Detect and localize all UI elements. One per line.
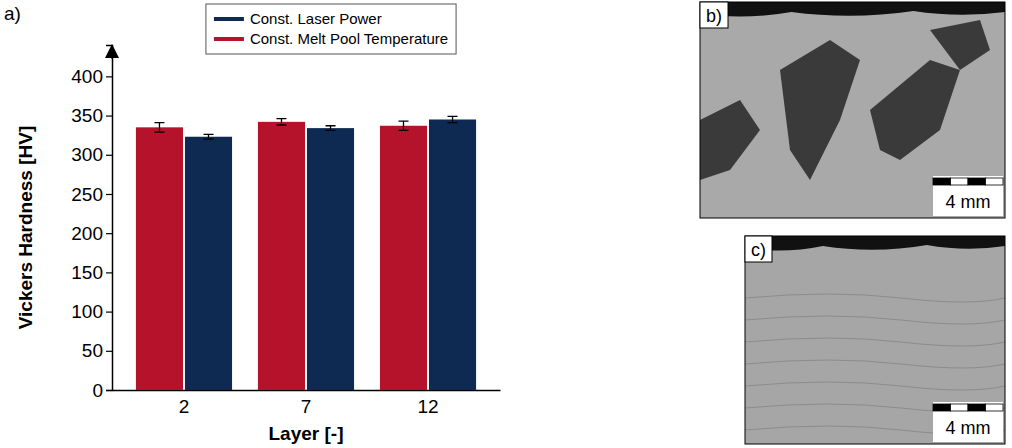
y-tick-label: 350 — [71, 105, 103, 126]
y-tick: 300 — [71, 144, 112, 165]
y-tick-mark — [106, 272, 112, 273]
y-tick: 0 — [92, 380, 112, 401]
panel-label-box — [745, 236, 772, 262]
panel-label: b) — [706, 6, 722, 26]
micrograph-layer-line — [745, 294, 1005, 302]
micrograph-grain — [780, 40, 860, 180]
error-bar — [276, 119, 286, 125]
panel-label: a) — [4, 3, 21, 24]
y-tick-mark — [106, 390, 112, 391]
scale-bar-label: 4 mm — [946, 418, 991, 438]
micrograph-layer-line — [745, 338, 1005, 346]
y-tick: 50 — [82, 340, 112, 361]
error-bar — [448, 116, 458, 122]
panel-label-box — [700, 2, 728, 28]
micrograph-image — [745, 236, 1005, 444]
micrograph-frame — [745, 236, 1005, 444]
scale-bar-box — [933, 402, 1003, 442]
y-axis-arrow — [112, 58, 113, 59]
micrograph-layer-line — [745, 316, 1005, 324]
bar — [136, 127, 183, 390]
y-tick-label: 400 — [71, 66, 103, 87]
error-bar — [204, 134, 214, 139]
error-bar-line — [326, 126, 336, 131]
x-tick: 7 — [301, 390, 312, 417]
legend-swatch — [214, 37, 244, 41]
x-tick-label: 2 — [179, 396, 190, 417]
error-bar — [398, 121, 408, 130]
legend-box — [206, 4, 456, 54]
micrograph-layer-line — [745, 382, 1005, 390]
scale-bar-segment — [968, 404, 986, 411]
micrograph-grain — [930, 20, 990, 70]
bar — [307, 128, 354, 390]
micrograph-grain — [700, 100, 760, 180]
y-tick-mark — [106, 155, 112, 156]
scale-bar-segment — [968, 178, 986, 185]
micrograph: c) 4 mm — [745, 236, 1005, 444]
y-tick: 200 — [71, 223, 112, 244]
error-bar-line — [276, 119, 286, 125]
micrograph-surface — [700, 2, 1005, 17]
scale-bar-segment — [933, 404, 951, 411]
x-tick-label: 12 — [417, 396, 438, 417]
panel-label: c) — [751, 240, 766, 260]
micrograph-surface — [745, 236, 1005, 251]
scale-bar-segment — [933, 178, 951, 185]
error-bar — [154, 123, 164, 132]
x-axis-title: Layer [-] — [269, 423, 344, 444]
y-tick: 400 — [71, 66, 112, 87]
y-axis: 0 50 100 150 200 250 300 350 400 — [71, 46, 112, 401]
y-tick-mark — [106, 311, 112, 312]
y-tick-mark — [106, 351, 112, 352]
scale-bar-segment — [986, 178, 1004, 185]
error-bar-line — [398, 121, 408, 130]
y-tick-label: 50 — [82, 340, 103, 361]
micrograph: b) 4 mm — [700, 2, 1005, 218]
micrograph-image — [700, 2, 1005, 218]
bar — [258, 122, 305, 390]
bar — [185, 137, 232, 390]
micrograph-grain — [870, 60, 960, 160]
scale-bar-segment — [986, 404, 1004, 411]
y-tick: 250 — [71, 184, 112, 205]
micrograph-layer-line — [745, 404, 1005, 412]
legend-swatch — [214, 17, 244, 21]
y-tick-label: 100 — [71, 301, 103, 322]
y-tick-label: 250 — [71, 184, 103, 205]
y-axis-title: Vickers Hardness [HV] — [15, 126, 36, 329]
y-tick-label: 150 — [71, 262, 103, 283]
scale-bar-box — [933, 176, 1003, 216]
y-tick-mark — [106, 194, 112, 195]
y-tick: 150 — [71, 262, 112, 283]
y-tick-label: 0 — [92, 380, 103, 401]
x-tick-label: 7 — [301, 396, 312, 417]
y-tick-mark — [106, 233, 112, 234]
micrograph-frame — [700, 2, 1005, 218]
y-tick: 100 — [71, 301, 112, 322]
y-tick-label: 200 — [71, 223, 103, 244]
micrograph-layer-line — [745, 360, 1005, 368]
error-bar — [326, 126, 336, 131]
scale-bar-label: 4 mm — [946, 192, 991, 212]
scale-bar-segment — [951, 178, 969, 185]
bar — [429, 119, 476, 390]
error-bar-line — [154, 123, 164, 132]
y-tick-mark — [106, 115, 112, 116]
y-tick: 350 — [71, 105, 112, 126]
y-tick-mark — [106, 76, 112, 77]
error-bar-line — [204, 134, 214, 139]
y-tick-label: 300 — [71, 144, 103, 165]
x-axis: 2 7 12 — [113, 390, 501, 417]
bars — [136, 116, 476, 390]
x-tick: 12 — [417, 390, 438, 417]
y-axis-line — [106, 46, 113, 391]
x-tick: 2 — [179, 390, 190, 417]
legend-label: Const. Melt Pool Temperature — [250, 30, 448, 47]
legend: Const. Laser Power Const. Melt Pool Tempe… — [206, 4, 456, 54]
bar — [380, 126, 427, 390]
error-bar-line — [448, 116, 458, 122]
legend-label: Const. Laser Power — [250, 10, 382, 27]
scale-bar-segment — [951, 404, 969, 411]
